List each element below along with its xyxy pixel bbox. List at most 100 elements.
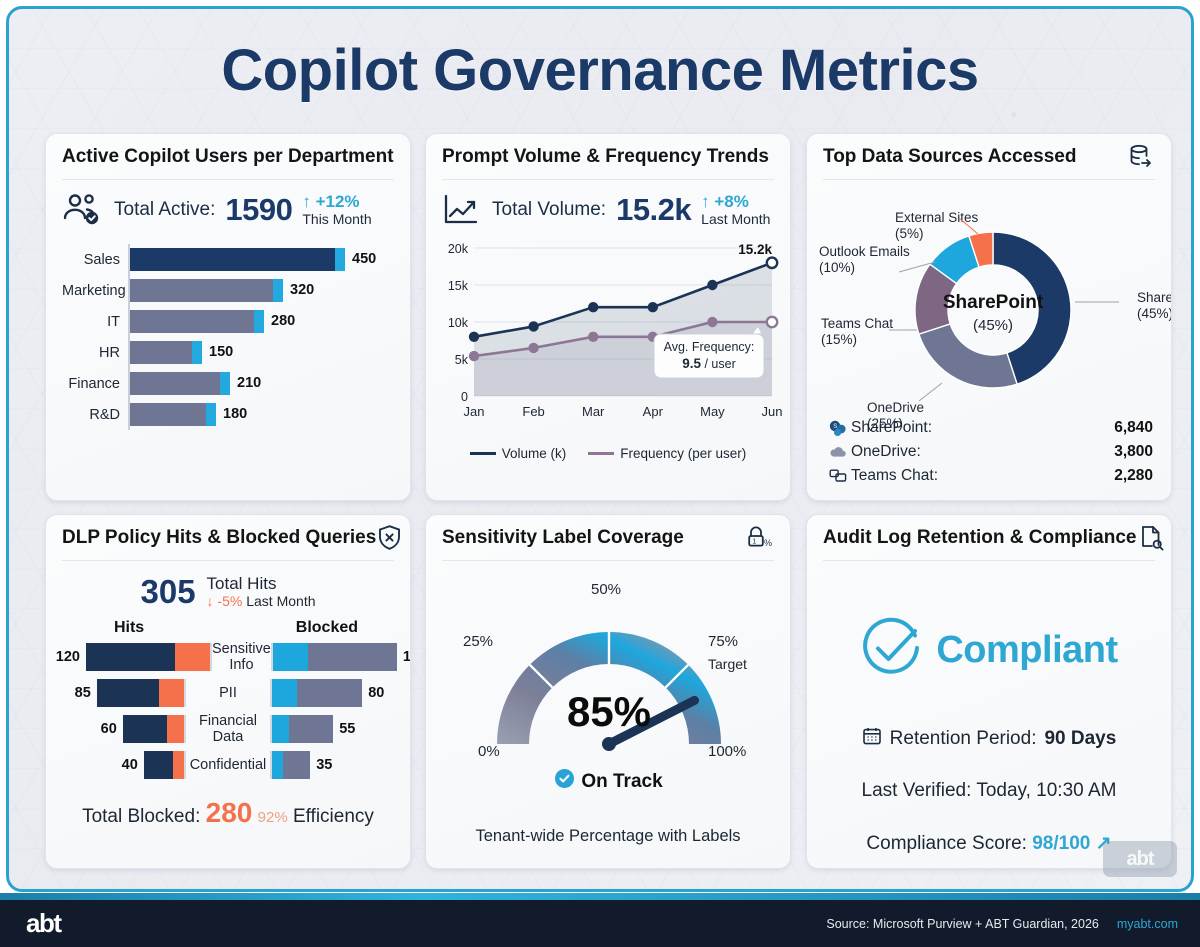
blocked-value: 110: [402, 649, 411, 665]
gauge-hub: [602, 737, 616, 751]
tornado-left: 40: [60, 751, 186, 779]
hits-bar-main: [122, 715, 167, 743]
bar-fill: [130, 372, 230, 395]
dlp-efficiency-label: Efficiency: [292, 806, 374, 827]
footer-accent-bar: [0, 893, 1200, 900]
legend-label-frequency: Frequency (per user): [620, 446, 747, 461]
users-delta-pct: ↑ +12%: [302, 192, 360, 212]
bar-value: 280: [271, 313, 296, 329]
frequency-tooltip: Avg. Frequency: 9.5 / user: [653, 325, 765, 379]
gauge-tick-mark: [664, 663, 690, 689]
dlp-kpi-row: 305 Total Hits ↓ -5% Last Month: [46, 561, 410, 611]
donut-slice-label: Outlook Emails (10%): [819, 244, 910, 275]
shield-x-icon: [376, 524, 403, 551]
volume-line-chart: 0 5k 10k 15k 20k Jan Feb Mar Apr May Jun 15.2k Avg. …: [434, 234, 783, 444]
x-tick-label: Feb: [522, 404, 544, 419]
tornado-left: 60: [60, 715, 186, 743]
bar-value: 450: [352, 251, 377, 267]
tornado-right: 80: [270, 679, 396, 707]
retention-row: Retention Period: 90 Days: [807, 726, 1171, 752]
users-kpi-value: 1590: [225, 192, 293, 227]
dlp-total-hits-label: Total Hits: [206, 573, 277, 593]
card-title: DLP Policy Hits & Blocked Queries: [62, 526, 377, 548]
source-row: Teams Chat: 2,280: [829, 464, 1153, 488]
bar-fill: [130, 403, 216, 426]
compliance-score-row: Compliance Score: 98/100 ↗: [807, 832, 1171, 855]
hits-bar-main: [96, 679, 160, 707]
hits-bar: [96, 679, 186, 707]
legend-label-volume: Volume (k): [501, 446, 567, 461]
legend-swatch-volume: [469, 452, 496, 455]
source-row: OneDrive: 3,800: [829, 440, 1153, 464]
series-line: [473, 320, 772, 358]
dlp-footer-label: Total Blocked:: [82, 806, 201, 827]
blocked-bar-tip: [272, 643, 308, 671]
blocked-value: 55: [339, 721, 356, 737]
hits-bar-tip: [166, 715, 184, 743]
dlp-tornado-chart: 120 Sensitive Info 110 85 PII 80 60 Financial D…: [46, 639, 410, 783]
card-data-sources: Top Data Sources Accessed SharePoint(45%…: [806, 133, 1172, 501]
footer-source: Source: Microsoft Purview + ABT Guardian…: [826, 916, 1099, 931]
data-point: [587, 331, 599, 343]
data-point: [528, 321, 539, 332]
y-tick-label: 15k: [448, 279, 469, 293]
page-title: Copilot Governance Metrics: [221, 38, 979, 103]
users-check-icon: [62, 192, 104, 228]
footer-url[interactable]: myabt.com: [1116, 916, 1178, 931]
data-point: [707, 279, 718, 291]
card-header: Prompt Volume & Frequency Trends: [442, 134, 774, 180]
bar-fill: [130, 341, 202, 364]
dlp-delta-line: ↓ -5% Last Month: [207, 593, 316, 609]
footer: abt Source: Microsoft Purview + ABT Guar…: [0, 900, 1200, 947]
leader-line: [898, 261, 936, 273]
bar-cap: [206, 403, 216, 426]
tornado-category: PII: [219, 685, 237, 701]
blocked-value: 35: [316, 757, 333, 773]
hits-bar-tip: [172, 751, 184, 779]
blocked-bar: [270, 643, 397, 671]
retention-value: 90 Days: [1044, 728, 1117, 749]
tornado-row: 85 PII 80: [60, 675, 396, 711]
gauge-svg: [497, 632, 721, 751]
data-point: [765, 256, 779, 270]
tornado-left: 85: [60, 679, 186, 707]
tornado-category: Sensitive Info: [212, 641, 271, 673]
hits-value: 120: [55, 649, 80, 665]
compliance-status: Compliant: [936, 629, 1118, 671]
volume-delta: ↑ +8% Last Month: [701, 193, 770, 226]
bar-value: 210: [237, 375, 262, 391]
donut-slice: [968, 231, 994, 269]
dlp-footer: Total Blocked: 280 92% Efficiency: [46, 797, 410, 829]
source-row: S SharePoint: 6,840: [829, 416, 1153, 440]
line-chart-svg: 0 5k 10k 15k 20k Jan Feb Mar Apr May Jun 15.2k Avg. …: [448, 242, 783, 419]
bar-label: Marketing: [62, 282, 126, 299]
bar-label: HR: [99, 344, 120, 361]
x-tick-label: Jan: [464, 404, 485, 419]
tornado-row: 60 Financial Data 55: [60, 711, 396, 747]
card-prompt-volume: Prompt Volume & Frequency Trends Total V…: [425, 133, 791, 501]
lock-percent-icon: 1 %: [744, 524, 774, 552]
data-point: [468, 350, 480, 362]
gauge-target-label: Target: [708, 656, 747, 672]
gauge-tick-25: 25%: [463, 633, 494, 650]
card-header: Audit Log Retention & Compliance: [823, 515, 1163, 561]
blocked-bar-main: [289, 715, 334, 743]
dlp-col-spacer: [192, 619, 264, 637]
y-tick-label: 5k: [455, 353, 469, 367]
card-header: Active Copilot Users per Department: [62, 134, 394, 180]
compliance-score-value: 98/100: [1032, 833, 1091, 854]
bar-value: 180: [223, 406, 248, 422]
x-tick-label: Apr: [643, 404, 664, 419]
volume-delta-pct: ↑ +8%: [701, 192, 749, 212]
y-tick-label: 20k: [448, 242, 469, 256]
dlp-delta: ↓ -5%: [206, 593, 243, 610]
card-active-users: Active Copilot Users per Department Tota…: [45, 133, 411, 501]
teams-chat-icon: [829, 468, 851, 484]
hits-value: 40: [121, 757, 138, 773]
dlp-col-hits: Hits: [113, 619, 145, 636]
gauge-status: On Track: [426, 769, 790, 794]
card-title: Top Data Sources Accessed: [823, 145, 1077, 167]
bar-row: Finance 210: [62, 368, 394, 399]
gauge-tick-0: 0%: [478, 743, 500, 760]
